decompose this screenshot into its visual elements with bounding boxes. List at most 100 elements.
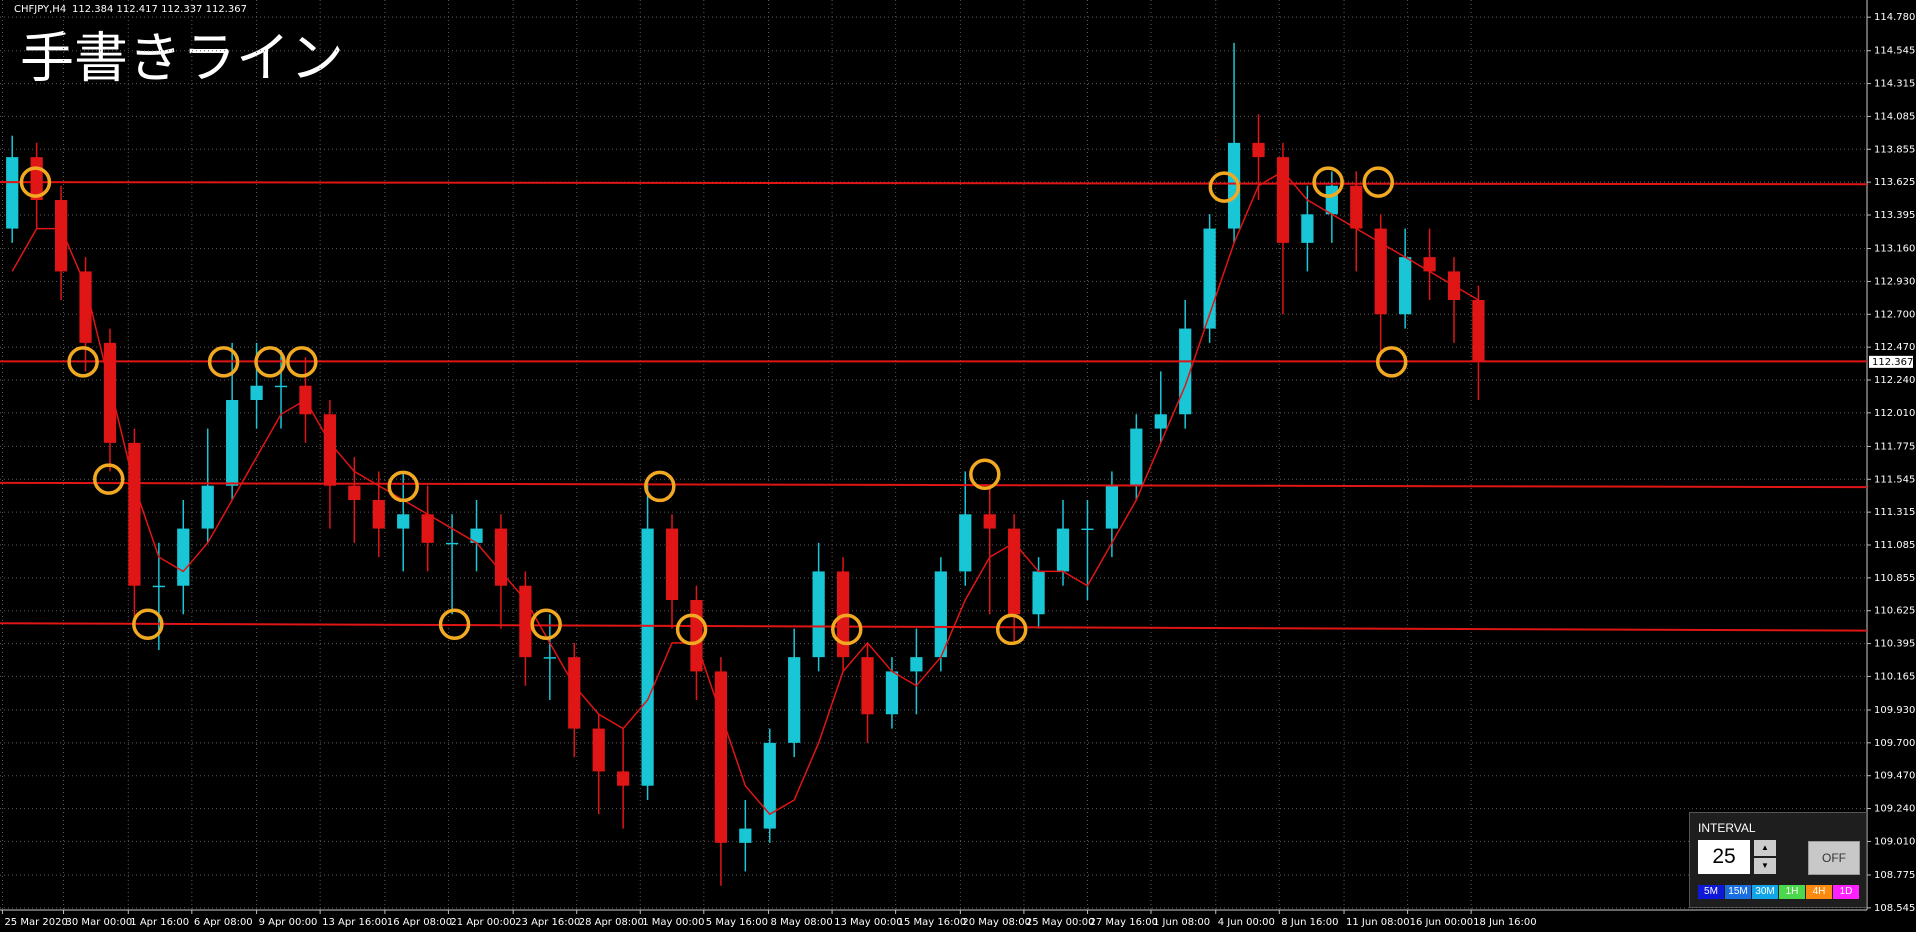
interval-panel: INTERVAL 25 ▲ ▼ OFF 5M 15M 30M 1H 4H 1D [1689, 812, 1867, 908]
candle-body [739, 828, 752, 843]
y-tick-label: 109.470 [1874, 771, 1915, 782]
timeframe-button[interactable]: 15M [1725, 885, 1751, 899]
marker-circle [19, 166, 52, 198]
marker-circle [67, 346, 99, 378]
timeframe-button[interactable]: 5M [1698, 885, 1724, 899]
candle-body [885, 671, 899, 715]
y-tick-label: 112.700 [1874, 309, 1915, 320]
marker-circle [254, 346, 286, 378]
x-tick-label: 13 May 00:00 [834, 917, 903, 928]
price-label: 112.367 [1872, 357, 1913, 368]
candle-body [397, 514, 410, 529]
candle-body [1154, 414, 1167, 429]
y-tick-label: 111.545 [1874, 474, 1915, 485]
marker-circle [1208, 171, 1241, 203]
y-tick-label: 110.395 [1874, 639, 1915, 650]
candle-body [983, 514, 996, 529]
y-tick-label: 114.085 [1874, 111, 1915, 122]
candle-body [568, 657, 581, 729]
marker-circle [132, 608, 164, 641]
candle-body [323, 414, 337, 486]
marker-circle [969, 458, 1001, 491]
grid [0, 0, 1867, 910]
x-tick-label: 1 Apr 16:00 [130, 917, 189, 928]
candle-body [274, 385, 288, 388]
marker-circle [1312, 166, 1344, 198]
interval-input[interactable]: 25 [1698, 840, 1750, 874]
candle-body [641, 528, 654, 786]
x-tick-label: 21 Apr 00:00 [450, 917, 515, 928]
x-tick-label: 25 May 00:00 [1026, 917, 1095, 928]
timeframe-button[interactable]: 1D [1833, 885, 1859, 899]
candle-body [372, 500, 385, 529]
candle-body [1325, 185, 1338, 215]
timeframe-button[interactable]: 1H [1779, 885, 1805, 899]
candle-body [201, 485, 214, 529]
x-tick-label: 16 Apr 08:00 [387, 917, 452, 928]
y-tick-label: 110.855 [1874, 573, 1915, 584]
y-tick-label: 112.240 [1874, 375, 1915, 386]
candle-body [152, 585, 165, 588]
candle-body [665, 528, 679, 600]
timeframe-button[interactable]: 4H [1806, 885, 1832, 899]
candle-body [54, 200, 68, 272]
timeframe-button[interactable]: 30M [1752, 885, 1778, 899]
y-tick-label: 113.855 [1874, 144, 1915, 155]
y-tick-label: 111.775 [1874, 441, 1915, 452]
toggle-button[interactable]: OFF [1808, 841, 1860, 875]
trend-line [0, 181, 1868, 186]
y-tick-label: 112.470 [1874, 342, 1915, 353]
y-tick-label: 108.775 [1874, 870, 1915, 881]
candle-body [1008, 528, 1021, 615]
y-tick-label: 110.165 [1874, 671, 1915, 682]
candle-body [1056, 528, 1070, 572]
spin-up[interactable]: ▲ [1754, 840, 1776, 856]
candle-body [177, 528, 190, 586]
y-tick-label: 113.160 [1874, 244, 1915, 255]
marker-circle [92, 463, 125, 495]
x-tick-label: 20 May 08:00 [962, 917, 1031, 928]
candle-body [494, 528, 508, 586]
y-tick-label: 109.700 [1874, 738, 1915, 749]
x-tick-label: 27 May 16:00 [1089, 917, 1158, 928]
spin-down[interactable]: ▼ [1754, 858, 1776, 874]
candle-body [1472, 300, 1485, 362]
candle-body [1130, 428, 1143, 486]
chart-title: 手書きライン [20, 27, 344, 90]
candle-body [1374, 228, 1387, 315]
panel-label: INTERVAL [1698, 821, 1756, 835]
x-tick-label: 16 Jun 00:00 [1410, 917, 1474, 928]
candle-body [910, 657, 923, 672]
candle-body [1399, 257, 1412, 315]
marker-circle [530, 608, 562, 641]
candle-body [714, 671, 728, 843]
x-tick-label: 23 Apr 16:00 [515, 917, 580, 928]
candle-body [788, 657, 801, 743]
candle-body [1252, 142, 1265, 158]
candle-body [128, 442, 141, 586]
x-tick-label: 1 Jun 08:00 [1153, 917, 1210, 928]
candle-body [421, 514, 434, 543]
candle-body [250, 385, 263, 400]
candle-body [470, 528, 483, 543]
candle-body [1032, 571, 1045, 615]
candle-body [617, 771, 630, 786]
candle-body [6, 157, 19, 229]
y-tick-label: 114.545 [1874, 46, 1915, 57]
x-tick-label: 8 Jun 16:00 [1281, 917, 1338, 928]
x-tick-label: 18 Jun 16:00 [1473, 917, 1537, 928]
x-tick-label: 15 May 16:00 [898, 917, 967, 928]
marker-circle [1362, 166, 1395, 198]
marker-circle [1375, 346, 1408, 378]
y-tick-label: 114.315 [1874, 79, 1915, 90]
candle-body [1276, 157, 1290, 243]
timeframe-buttons: 5M 15M 30M 1H 4H 1D [1698, 885, 1859, 899]
trend-line [0, 481, 1868, 489]
trend-line [0, 622, 1868, 632]
candle-body [592, 728, 605, 772]
candle-body [1105, 485, 1119, 529]
y-tick-label: 112.930 [1874, 276, 1915, 287]
x-tick-label: 9 Apr 00:00 [259, 917, 318, 928]
